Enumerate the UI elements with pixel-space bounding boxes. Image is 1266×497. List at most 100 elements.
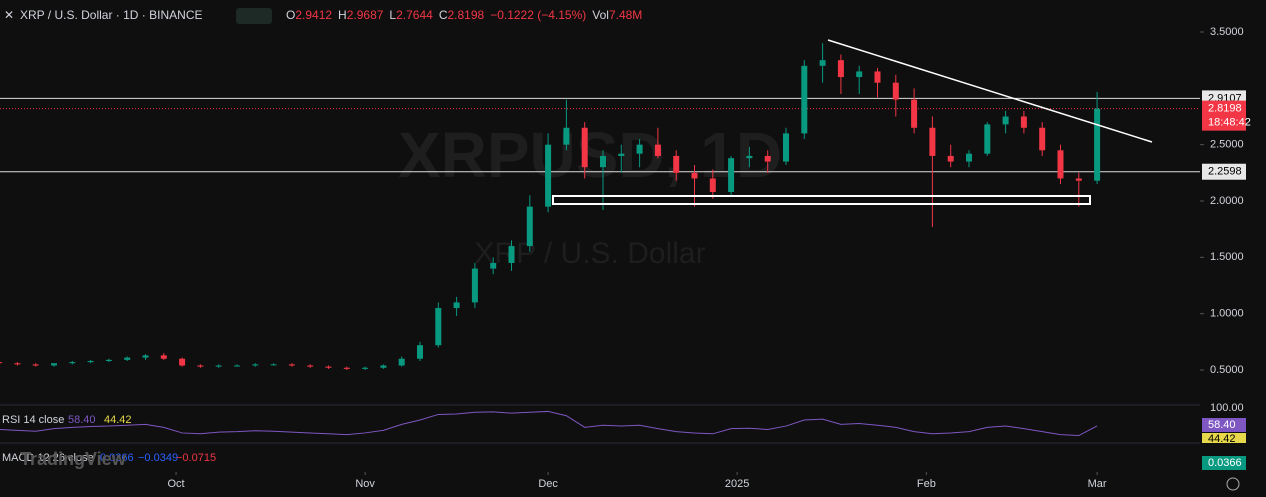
rsi-line xyxy=(0,410,1098,437)
rsi-tag xyxy=(1202,418,1246,432)
macd-value: −0.0715 xyxy=(176,452,216,464)
candle-body xyxy=(179,358,186,366)
rsi-value: 58.40 xyxy=(68,414,96,426)
rsi-title: RSI 14 close xyxy=(2,414,64,426)
quote-value: 2.8198 xyxy=(447,8,484,22)
y-tick-label: 3.5000 xyxy=(1210,26,1244,38)
indicator-toggle[interactable] xyxy=(236,8,272,24)
watermark: XRPUSD, 1D xyxy=(398,119,782,191)
macd-value: −0.0349 xyxy=(138,452,178,464)
macd-tag xyxy=(1202,456,1246,470)
candle-body xyxy=(1039,127,1046,151)
candle-body xyxy=(600,155,606,168)
candle-body xyxy=(288,364,295,366)
candle-body xyxy=(837,60,844,78)
candle-body xyxy=(892,82,899,100)
macd-title: MACD 12 26 close xyxy=(2,452,94,464)
rsi-tag-label: 58.40 xyxy=(1208,419,1236,431)
x-tick-label: Mar xyxy=(1088,478,1107,490)
candle-body xyxy=(563,127,570,145)
x-tick-label: Feb xyxy=(917,478,936,490)
candle-body xyxy=(966,153,972,162)
candle-body xyxy=(673,155,680,173)
candle-body xyxy=(51,363,57,366)
trendline[interactable] xyxy=(827,39,1153,143)
candle-body xyxy=(14,363,21,365)
candle-body xyxy=(1075,178,1082,181)
candle-body xyxy=(307,365,314,367)
y-tick-label: 2.5000 xyxy=(1210,139,1244,151)
candle-body xyxy=(874,71,881,83)
candle-body xyxy=(325,366,332,368)
candle-body xyxy=(911,99,918,128)
quote-key: C xyxy=(439,8,448,22)
candle-body xyxy=(343,367,350,369)
x-tick-label: Nov xyxy=(355,478,375,490)
candle-body xyxy=(1020,116,1027,128)
candle-body xyxy=(252,364,259,366)
rsi-ma-tag xyxy=(1202,433,1246,443)
candle-body xyxy=(435,308,442,346)
quote-value: 2.7644 xyxy=(396,8,433,22)
settings-icon[interactable] xyxy=(1226,477,1240,491)
candle-body xyxy=(819,60,826,66)
candle-body xyxy=(87,360,94,363)
quote-value: −0.1222 (−4.15%) xyxy=(490,8,586,22)
y-tick-label: 1.5000 xyxy=(1210,251,1244,263)
candle-body xyxy=(197,365,204,367)
logo: TradingView xyxy=(20,449,127,469)
rsi-ma-tag-label: 44.42 xyxy=(1208,433,1236,445)
candle-body xyxy=(69,362,76,364)
plot: 0.5000 1.0000 1.5000 2.0000 2.5000 3.5000 Oct N… xyxy=(0,26,1251,490)
candle-body xyxy=(783,133,789,162)
level-label: 2.2598 xyxy=(1208,166,1242,178)
rsi-top: 100.00 xyxy=(1210,402,1244,414)
quote-key: O xyxy=(286,8,295,22)
candle-body xyxy=(471,268,478,303)
quote-value: 2.9687 xyxy=(347,8,384,22)
quote-value: 2.9412 xyxy=(295,8,332,22)
candle-body xyxy=(984,124,991,154)
quote-key: L xyxy=(389,8,396,22)
close-icon[interactable]: ✕ xyxy=(4,8,14,22)
candle-body xyxy=(1002,116,1009,125)
macd-value: 0.0366 xyxy=(100,452,134,464)
candle-body xyxy=(105,359,112,361)
candle-body xyxy=(764,155,771,162)
candle-body xyxy=(856,71,863,78)
candle-body xyxy=(526,206,533,247)
y-tick-label: 1.0000 xyxy=(1210,308,1244,320)
candle-body xyxy=(215,365,222,367)
candle-body xyxy=(545,144,552,207)
countdown: 18:48:42 xyxy=(1208,117,1251,129)
last-price-tag xyxy=(1202,100,1246,131)
candle-body xyxy=(709,178,716,192)
x-tick-label: 2025 xyxy=(725,478,749,490)
candle-body xyxy=(691,172,698,179)
candle-body xyxy=(490,262,497,269)
candle-body xyxy=(929,127,936,156)
candle-body xyxy=(728,158,735,192)
candle-body xyxy=(142,355,149,358)
symbol[interactable]: XRP / U.S. Dollar · 1D · BINANCE xyxy=(20,8,202,22)
candle-body xyxy=(417,345,423,359)
rsi-ma: 44.42 xyxy=(104,414,132,426)
candle-body xyxy=(362,367,369,369)
candle-body xyxy=(801,65,808,134)
x-tick-label: Oct xyxy=(167,478,184,490)
candle-body xyxy=(654,144,661,156)
candle-body xyxy=(453,302,460,309)
candle-body xyxy=(746,155,753,159)
quote: O 2.9412 H 2.9687 L 2.7644 C 2.8198 −0.1222 (−4.… xyxy=(286,8,642,22)
quote-key: H xyxy=(338,8,347,22)
candle-body xyxy=(160,355,167,359)
candle-body xyxy=(636,144,643,154)
candle-body xyxy=(380,365,387,368)
candle-body xyxy=(1094,108,1101,181)
candle-body xyxy=(32,364,39,366)
zone-box[interactable] xyxy=(552,195,1091,205)
y-tick-label: 2.0000 xyxy=(1210,195,1244,207)
candle-body xyxy=(0,362,3,364)
